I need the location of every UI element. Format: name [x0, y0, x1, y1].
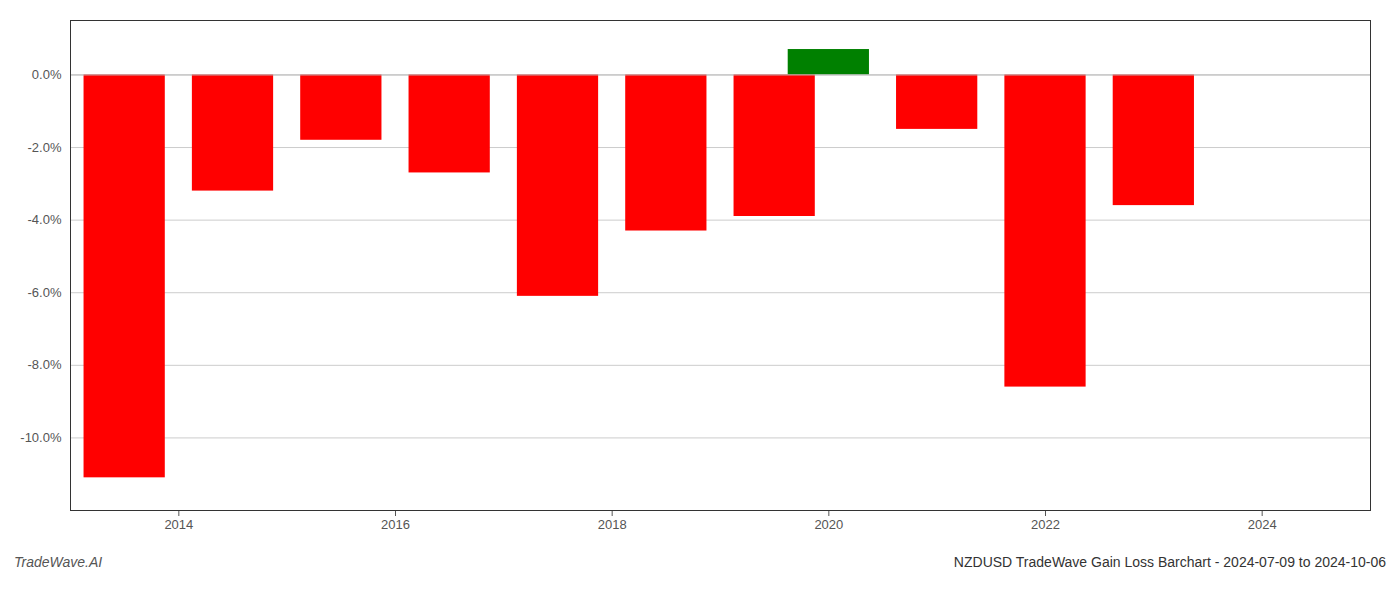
svg-text:2020: 2020 — [814, 517, 843, 532]
svg-text:2014: 2014 — [164, 517, 193, 532]
svg-text:-6.0%: -6.0% — [28, 285, 62, 300]
html-text:TradeWave.AI: TradeWave.AI — [14, 554, 103, 570]
html-text:NZDUSD TradeWave Gain Loss Bar: NZDUSD TradeWave Gain Loss Barchart - 20… — [953, 554, 1386, 570]
svg-text:2016: 2016 — [381, 517, 410, 532]
svg-text:0.0%: 0.0% — [32, 67, 62, 82]
svg-text:-8.0%: -8.0% — [28, 357, 62, 372]
svg-text:2018: 2018 — [598, 517, 627, 532]
svg-text:-10.0%: -10.0% — [20, 430, 62, 445]
svg-text:-2.0%: -2.0% — [28, 140, 62, 155]
svg-text:-4.0%: -4.0% — [28, 212, 62, 227]
svg-text:2022: 2022 — [1031, 517, 1060, 532]
svg-text:2024: 2024 — [1248, 517, 1277, 532]
